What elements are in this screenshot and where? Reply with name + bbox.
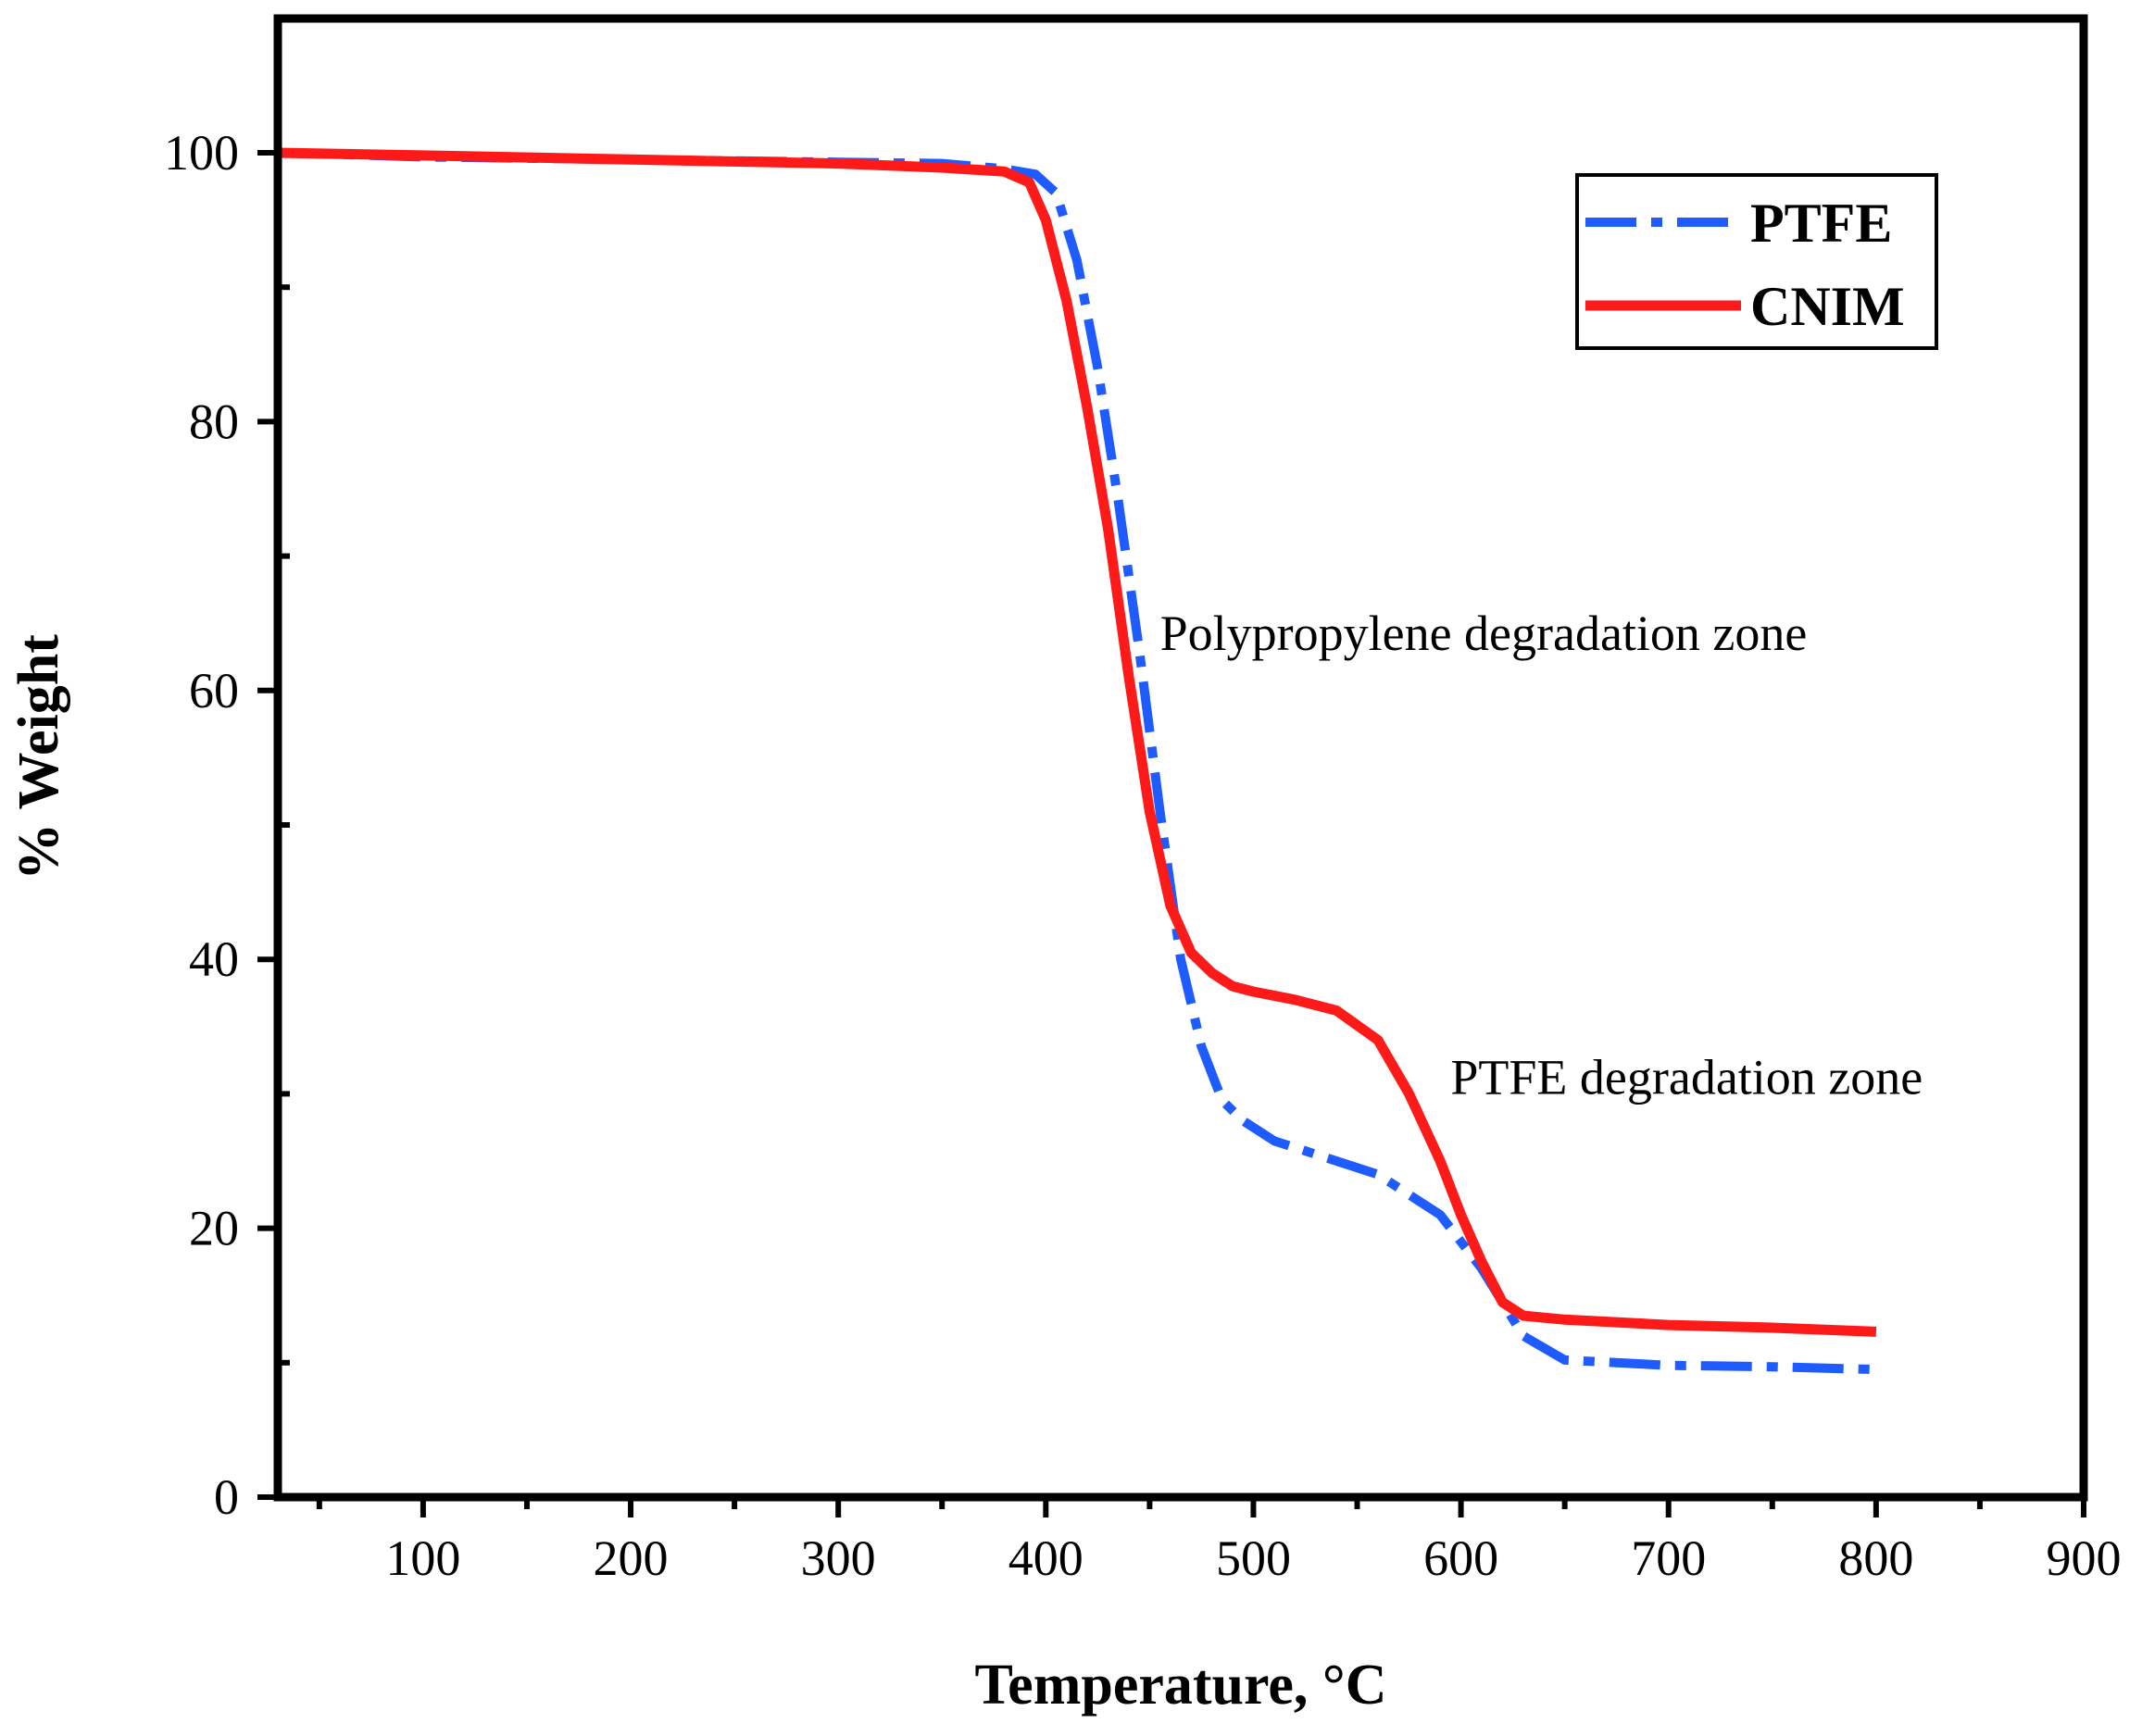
axes-ticks — [257, 150, 2086, 1517]
y-tick-label: 20 — [189, 1201, 239, 1256]
x-tick-label: 100 — [385, 1530, 460, 1586]
x-tick-label: 800 — [1838, 1530, 1913, 1586]
x-tick-label: 900 — [2047, 1530, 2122, 1586]
legend-label-cnim: CNIM — [1750, 276, 1905, 337]
legend: PTFE CNIM — [1575, 173, 1938, 350]
x-axis-title: Temperature, °C — [975, 1654, 1387, 1717]
series-line-cnim — [277, 147, 1877, 1337]
x-tick-label: 200 — [594, 1530, 669, 1586]
legend-box — [1575, 173, 1938, 350]
annotation-ptfe-zone: PTFE degradation zone — [1450, 1049, 1923, 1105]
tick-labels: 100 200 300 400 500 600 700 800 900 0 20 40 60 80 100 — [164, 125, 2122, 1586]
x-tick-label: 500 — [1216, 1530, 1291, 1586]
plot-frame — [273, 14, 2088, 1502]
y-tick-label: 0 — [214, 1469, 239, 1525]
y-tick-label: 40 — [189, 931, 239, 987]
y-axis-title: % Weight — [7, 634, 70, 880]
annotation-polypropylene-zone: Polypropylene degradation zone — [1160, 606, 1808, 661]
y-tick-label: 100 — [164, 125, 239, 181]
y-tick-label: 80 — [189, 393, 239, 449]
x-tick-label: 300 — [801, 1530, 876, 1586]
y-tick-label: 60 — [189, 663, 239, 718]
series-layer — [277, 147, 1877, 1375]
x-tick-label: 700 — [1631, 1530, 1706, 1586]
x-tick-label: 600 — [1423, 1530, 1498, 1586]
x-tick-label: 400 — [1008, 1530, 1084, 1586]
legend-label-ptfe: PTFE — [1750, 193, 1892, 254]
